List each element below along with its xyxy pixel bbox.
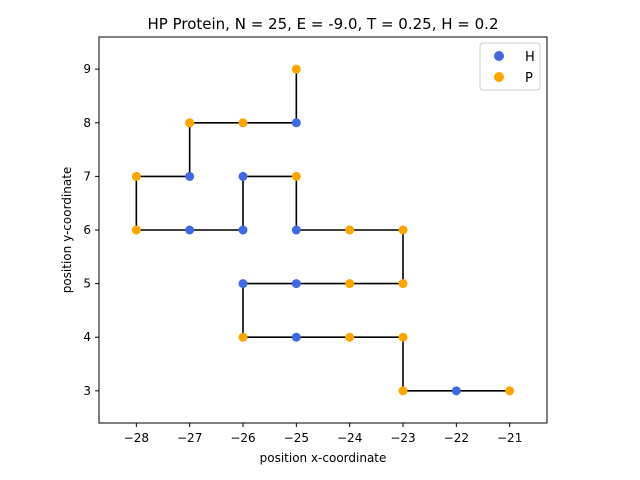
- y-axis: 3 4 5 6 7 8 9: [83, 62, 99, 398]
- x-tick-label: −21: [497, 431, 522, 445]
- x-tick-label: −22: [444, 431, 469, 445]
- x-tick-label: −27: [177, 431, 202, 445]
- residue-point-p: [398, 279, 408, 289]
- residue-point-h: [291, 332, 301, 342]
- residue-points: [131, 64, 515, 396]
- residue-point-p: [345, 225, 355, 235]
- residue-point-p: [398, 386, 408, 396]
- residue-point-p: [185, 118, 195, 128]
- residue-point-h: [451, 386, 461, 396]
- residue-point-p: [131, 171, 141, 181]
- residue-point-h: [291, 225, 301, 235]
- residue-point-h: [238, 171, 248, 181]
- residue-point-p: [345, 279, 355, 289]
- y-tick-label: 4: [83, 330, 91, 344]
- y-tick-label: 3: [83, 384, 91, 398]
- x-axis-label: position x-coordinate: [260, 451, 387, 465]
- y-tick-label: 9: [83, 62, 91, 76]
- chart-title: HP Protein, N = 25, E = -9.0, T = 0.25, …: [148, 15, 499, 33]
- residue-point-h: [291, 118, 301, 128]
- residue-point-p: [238, 332, 248, 342]
- residue-point-p: [291, 171, 301, 181]
- residue-point-p: [131, 225, 141, 235]
- legend-marker-h: [494, 51, 504, 61]
- x-tick-label: −26: [230, 431, 255, 445]
- plot-area: [98, 36, 548, 424]
- y-axis-label: position y-coordinate: [60, 167, 74, 294]
- residue-point-h: [238, 279, 248, 289]
- residue-point-p: [398, 225, 408, 235]
- residue-point-p: [398, 332, 408, 342]
- legend: H P: [479, 42, 541, 91]
- residue-point-h: [185, 171, 195, 181]
- y-tick-label: 5: [83, 277, 91, 291]
- chain-bonds: [135, 69, 510, 392]
- y-tick-label: 6: [83, 223, 91, 237]
- residue-point-h: [238, 225, 248, 235]
- residue-point-p: [291, 64, 301, 74]
- x-tick-label: −23: [390, 431, 415, 445]
- residue-point-p: [345, 332, 355, 342]
- residue-point-h: [185, 225, 195, 235]
- legend-label-p: P: [525, 71, 533, 86]
- x-tick-label: −24: [337, 431, 362, 445]
- y-tick-label: 7: [83, 169, 91, 183]
- x-tick-label: −28: [124, 431, 149, 445]
- residue-point-h: [291, 279, 301, 289]
- x-tick-label: −25: [284, 431, 309, 445]
- legend-marker-p: [494, 72, 504, 82]
- legend-label-h: H: [525, 50, 535, 65]
- residue-point-p: [238, 118, 248, 128]
- residue-point-p: [505, 386, 515, 396]
- x-axis: −28 −27 −26 −25 −24 −23 −22 −21: [124, 423, 522, 445]
- y-tick-label: 8: [83, 116, 91, 130]
